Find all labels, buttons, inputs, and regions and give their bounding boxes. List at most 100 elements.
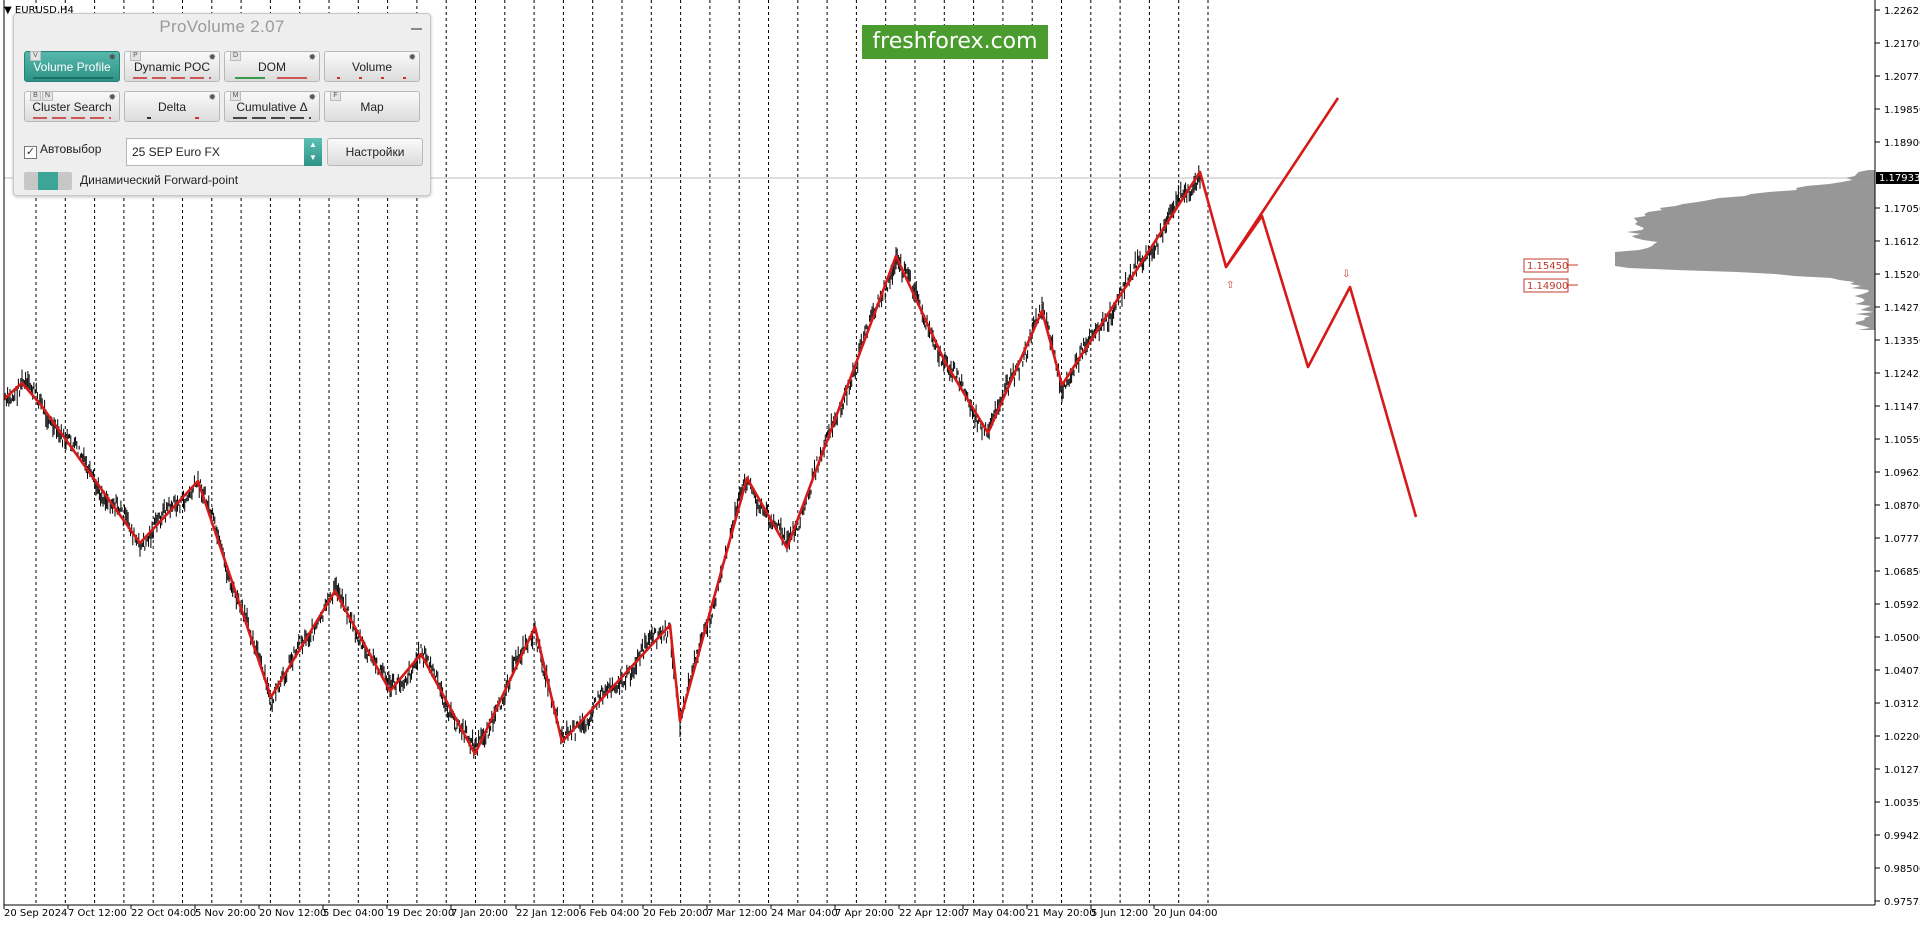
price-tick-label: 1.19850	[1884, 105, 1920, 116]
delta-button[interactable]: ✹ Delta	[124, 91, 220, 122]
volume-profile-histogram	[1615, 170, 1875, 330]
hotkey-badge: F	[330, 91, 341, 101]
button-label: Volume	[351, 60, 393, 74]
forward-point-label: Динамический Forward-point	[80, 173, 239, 187]
button-label: Cluster Search	[32, 100, 112, 114]
price-tick-label: 1.03125	[1884, 699, 1920, 710]
button-label: Delta	[157, 100, 186, 114]
price-tick-label: 1.04075	[1884, 666, 1920, 677]
map-button[interactable]: F Map	[324, 91, 420, 122]
price-tick-label: 1.05000	[1884, 633, 1920, 644]
price-tick-label: 1.15200	[1884, 270, 1920, 281]
time-tick-label: 7 Apr 20:00	[835, 908, 894, 919]
checkbox-check-icon[interactable]: ✓	[24, 146, 37, 159]
volume-profile-button[interactable]: V ✹ Volume Profile	[24, 51, 120, 82]
price-axis: 1.22625 1.21700 1.20775 1.19850 1.18900 1.170…	[1875, 6, 1920, 908]
button-label: Volume Profile	[33, 60, 111, 74]
time-tick-label: 24 Mar 04:00	[771, 908, 838, 919]
price-tick-label: 0.99425	[1884, 831, 1920, 842]
gear-icon[interactable]: ✹	[108, 52, 116, 62]
svg-text:1.17933: 1.17933	[1879, 173, 1920, 184]
price-tick-label: 1.09625	[1884, 468, 1920, 479]
level-label-1: 1.15450	[1523, 258, 1578, 273]
time-tick-label: 20 Feb 20:00	[643, 908, 709, 919]
indicator-dots	[337, 77, 409, 79]
price-tick-label: 1.17050	[1884, 204, 1920, 215]
toggle-knob	[38, 172, 58, 190]
hotkey-badge: P	[130, 51, 141, 61]
time-tick-label: 6 Feb 04:00	[580, 908, 639, 919]
hotkey-badge: M	[230, 91, 241, 101]
spinner-arrows-icon[interactable]: ▲ ▼	[304, 138, 322, 166]
button-label: Map	[360, 100, 384, 114]
gear-icon[interactable]: ✹	[308, 92, 316, 102]
time-tick-label: 20 Jun 04:00	[1154, 908, 1218, 919]
price-tick-label: 1.22625	[1884, 6, 1920, 17]
gear-icon[interactable]: ✹	[208, 92, 216, 102]
panel-title: ProVolume 2.07	[159, 17, 285, 36]
provolume-panel: ProVolume 2.07 V ✹ Volume Profile P ✹ Dy…	[13, 13, 431, 196]
gear-icon[interactable]: ✹	[208, 52, 216, 62]
price-tick-label: 1.02200	[1884, 732, 1920, 743]
time-tick-label: 5 Dec 04:00	[323, 908, 384, 919]
volume-button[interactable]: ✹ Volume	[324, 51, 420, 82]
price-tick-label: 1.13350	[1884, 336, 1920, 347]
price-tick-label: 1.10550	[1884, 435, 1920, 446]
minimize-icon[interactable]	[411, 28, 422, 30]
cumulative-delta-button[interactable]: M ✹ Cumulative Δ	[224, 91, 320, 122]
time-tick-label: 22 Oct 04:00	[131, 908, 196, 919]
time-tick-label: 7 Oct 12:00	[68, 908, 127, 919]
indicator-bar	[33, 117, 111, 119]
time-tick-label: 5 Jun 12:00	[1091, 908, 1148, 919]
instrument-select[interactable]: 25 SEP Euro FX ▲ ▼	[126, 138, 322, 166]
time-tick-label: 7 May 04:00	[963, 908, 1025, 919]
gear-icon[interactable]: ✹	[108, 92, 116, 102]
time-tick-label: 21 May 20:00	[1027, 908, 1096, 919]
settings-button[interactable]: Настройки	[327, 138, 423, 166]
autoselect-checkbox[interactable]: ✓ Автовыбор	[24, 142, 101, 159]
volume-profile	[1615, 170, 1875, 330]
hotkey-badge: N	[42, 91, 53, 101]
hotkey-badge: V	[30, 51, 41, 61]
svg-text:1.15450: 1.15450	[1527, 261, 1568, 272]
cluster-search-button[interactable]: B N ✹ Cluster Search	[24, 91, 120, 122]
price-tick-label: 1.08700	[1884, 501, 1920, 512]
dom-button[interactable]: D ✹ DOM	[224, 51, 320, 82]
price-tick-label: 1.16125	[1884, 237, 1920, 248]
indicator-bar	[233, 117, 311, 119]
current-price-tag: 1.17933	[1876, 172, 1920, 184]
level-label-2: 1.14900	[1523, 278, 1578, 293]
button-label: DOM	[258, 60, 286, 74]
price-tick-label: 1.06850	[1884, 567, 1920, 578]
symbol-label: ▼ EURUSD,H4	[4, 5, 74, 16]
time-tick-label: 20 Sep 2024	[4, 908, 67, 919]
marker-up-arrow-icon: ⇧	[1226, 280, 1234, 291]
time-axis: 20 Sep 2024 7 Oct 12:00 22 Oct 04:005 Nov …	[3, 905, 1218, 919]
indicator-bar	[33, 77, 113, 79]
svg-text:⇩: ⇩	[1342, 269, 1350, 280]
button-label: Cumulative Δ	[236, 100, 308, 114]
time-tick-label: 22 Apr 12:00	[899, 908, 964, 919]
indicator-bar	[133, 77, 211, 79]
autoselect-label: Автовыбор	[40, 142, 102, 156]
indicator-dot	[147, 117, 151, 119]
svg-text:⇧: ⇧	[1226, 280, 1234, 291]
price-tick-label: 1.14275	[1884, 303, 1920, 314]
price-tick-label: 1.11475	[1884, 402, 1920, 413]
zigzag-wave-line	[3, 170, 1418, 756]
instrument-value: 25 SEP Euro FX	[132, 145, 220, 159]
forward-point-toggle[interactable]	[24, 172, 72, 190]
dynamic-poc-button[interactable]: P ✹ Dynamic POC	[124, 51, 220, 82]
gear-icon[interactable]: ✹	[408, 52, 416, 62]
price-tick-label: 1.18900	[1884, 138, 1920, 149]
freshforex-watermark: freshforex.com	[862, 25, 1048, 59]
price-tick-label: 1.01275	[1884, 765, 1920, 776]
price-tick-label: 1.07775	[1884, 534, 1920, 545]
time-tick-label: 5 Nov 20:00	[195, 908, 256, 919]
button-label: Dynamic POC	[133, 60, 210, 74]
gear-icon[interactable]: ✹	[308, 52, 316, 62]
hotkey-badge: B	[30, 91, 41, 101]
indicator-bar	[277, 77, 307, 79]
time-tick-label: 19 Dec 20:00	[387, 908, 454, 919]
